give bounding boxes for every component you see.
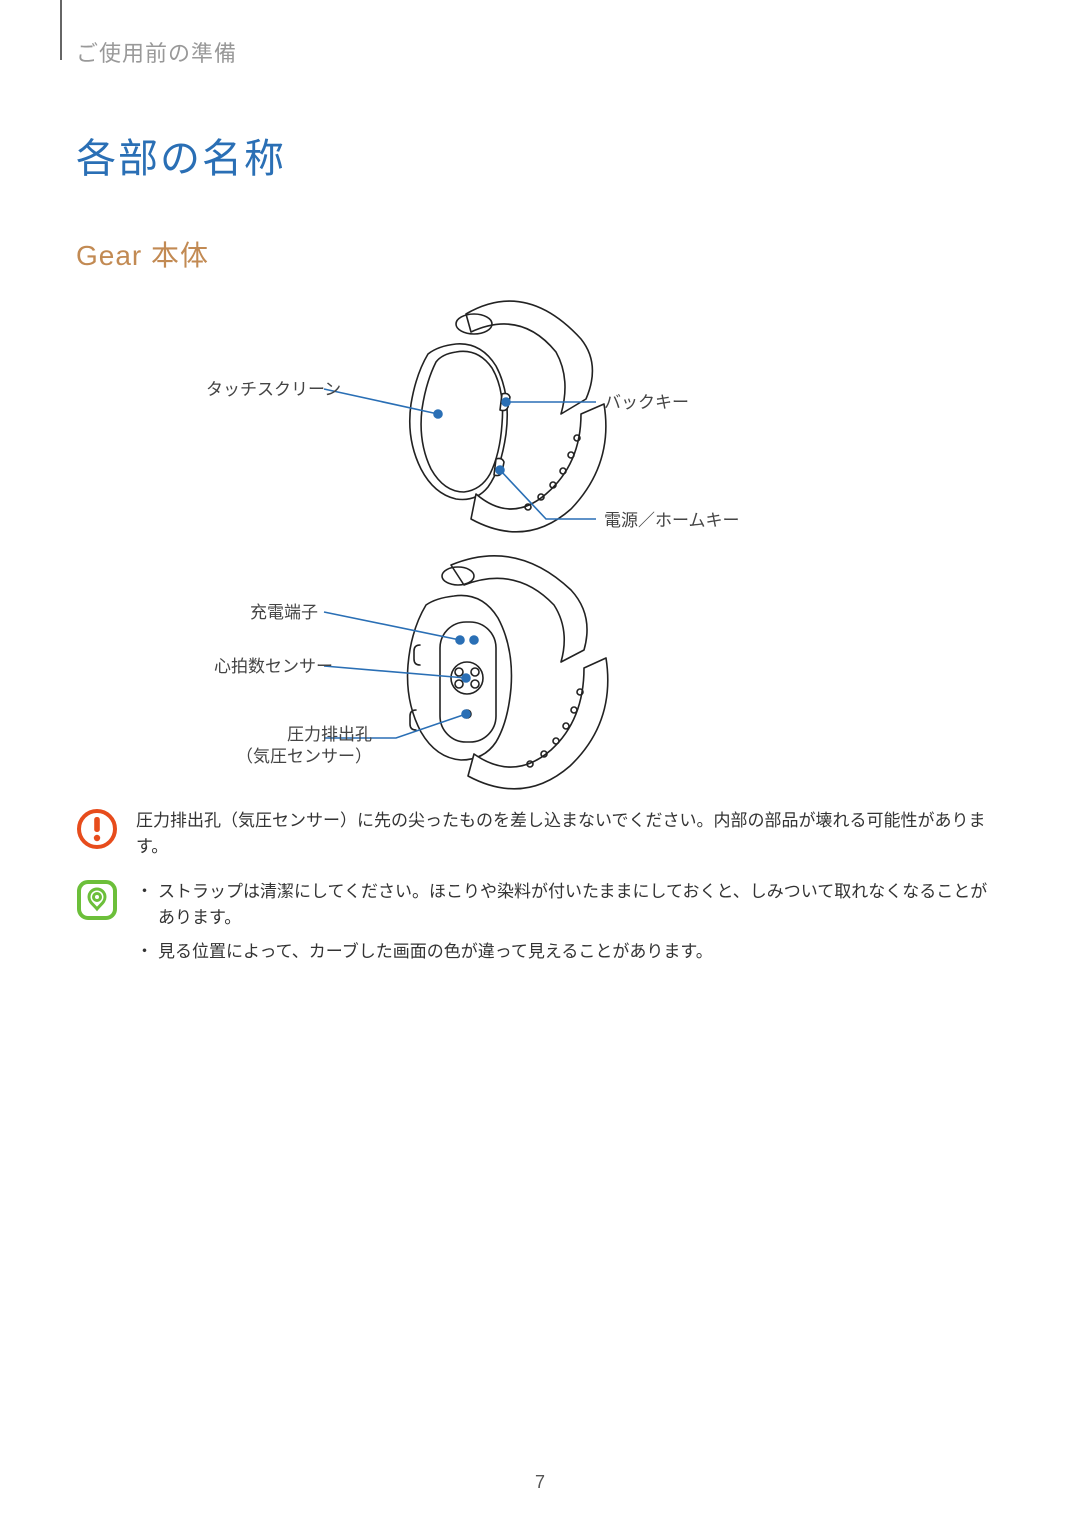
label-back-key: バックキー [604,392,689,414]
label-pressure-vent-line1: 圧力排出孔 [287,725,372,744]
warning-note: 圧力排出孔（気圧センサー）に先の尖ったものを差し込まないでください。内部の部品が… [76,808,1004,861]
info-list: ストラップは清潔にしてください。ほこりや染料が付いたままにしておくと、しみついて… [136,879,1004,966]
info-icon [76,879,118,921]
label-pressure-vent-line2: （気圧センサー） [236,747,372,766]
running-head: ご使用前の準備 [76,36,1004,68]
label-charging-terminal: 充電端子 [250,602,318,624]
device-diagram: タッチスクリーン バックキー 電源／ホームキー [76,284,1004,784]
warning-text: 圧力排出孔（気圧センサー）に先の尖ったものを差し込まないでください。内部の部品が… [136,808,1004,861]
warning-icon [76,808,118,850]
side-rule [60,0,62,60]
leader-lines-top [76,294,1004,554]
page-title: 各部の名称 [76,126,1004,184]
info-list-item: 見る位置によって、カーブした画面の色が違って見えることがあります。 [136,939,1004,965]
info-list-item: ストラップは清潔にしてください。ほこりや染料が付いたままにしておくと、しみついて… [136,879,1004,932]
info-note: ストラップは清潔にしてください。ほこりや染料が付いたままにしておくと、しみついて… [76,879,1004,974]
label-heart-rate-sensor: 心拍数センサー [214,656,333,678]
leader-lines-bottom [76,550,1004,810]
label-touchscreen: タッチスクリーン [206,379,341,401]
label-power-home-key: 電源／ホームキー [604,510,740,532]
notes-section: 圧力排出孔（気圧センサー）に先の尖ったものを差し込まないでください。内部の部品が… [76,808,1004,974]
section-subtitle: Gear 本体 [76,234,1004,274]
page-number: 7 [0,1472,1080,1493]
info-text: ストラップは清潔にしてください。ほこりや染料が付いたままにしておくと、しみついて… [136,879,1004,974]
page: ご使用前の準備 各部の名称 Gear 本体 [0,0,1080,1527]
label-pressure-vent: 圧力排出孔 （気圧センサー） [236,724,372,768]
